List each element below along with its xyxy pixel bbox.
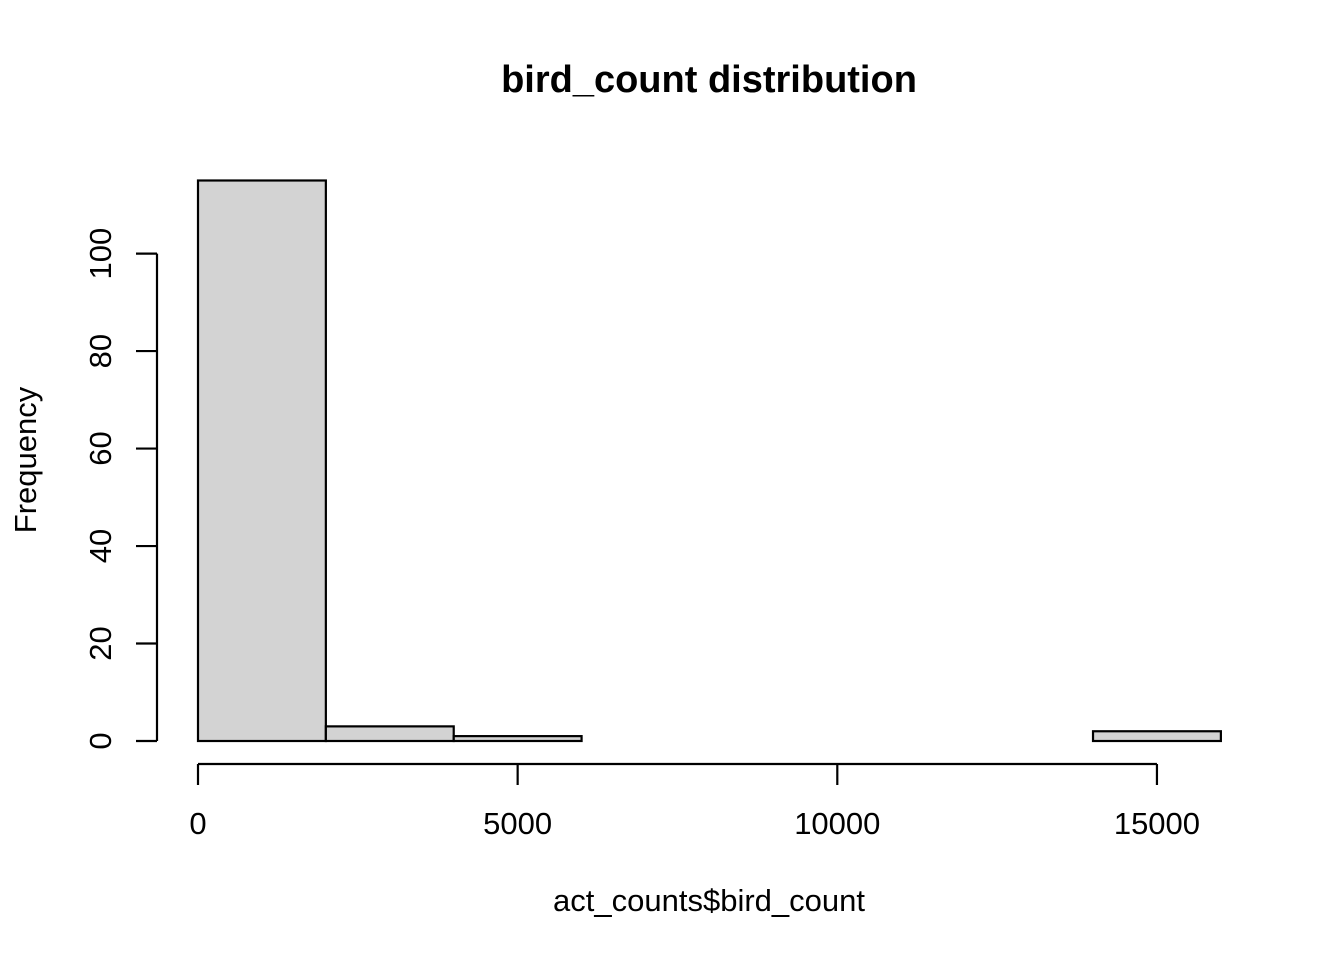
x-axis-label: act_counts$bird_count xyxy=(553,883,865,918)
x-tick-label: 5000 xyxy=(483,806,552,841)
x-tick-label: 0 xyxy=(189,806,206,841)
y-tick-label: 100 xyxy=(83,228,118,280)
bars-group xyxy=(198,180,1221,741)
chart-title: bird_count distribution xyxy=(501,59,917,101)
y-axis-label: Frequency xyxy=(8,386,43,533)
x-tick-label: 15000 xyxy=(1114,806,1200,841)
histogram-bar xyxy=(326,726,454,741)
y-tick-label: 80 xyxy=(83,334,118,368)
histogram-bar xyxy=(454,736,582,741)
histogram-bar xyxy=(1093,731,1221,741)
y-axis: 0 20 40 60 80 100 xyxy=(83,228,157,750)
y-tick-label: 40 xyxy=(83,529,118,563)
histogram-bar xyxy=(198,180,326,741)
y-tick-label: 60 xyxy=(83,431,118,465)
y-tick-label: 0 xyxy=(83,732,118,749)
x-axis: 0 5000 10000 15000 xyxy=(189,764,1200,841)
y-tick-label: 20 xyxy=(83,626,118,660)
x-tick-label: 10000 xyxy=(794,806,880,841)
